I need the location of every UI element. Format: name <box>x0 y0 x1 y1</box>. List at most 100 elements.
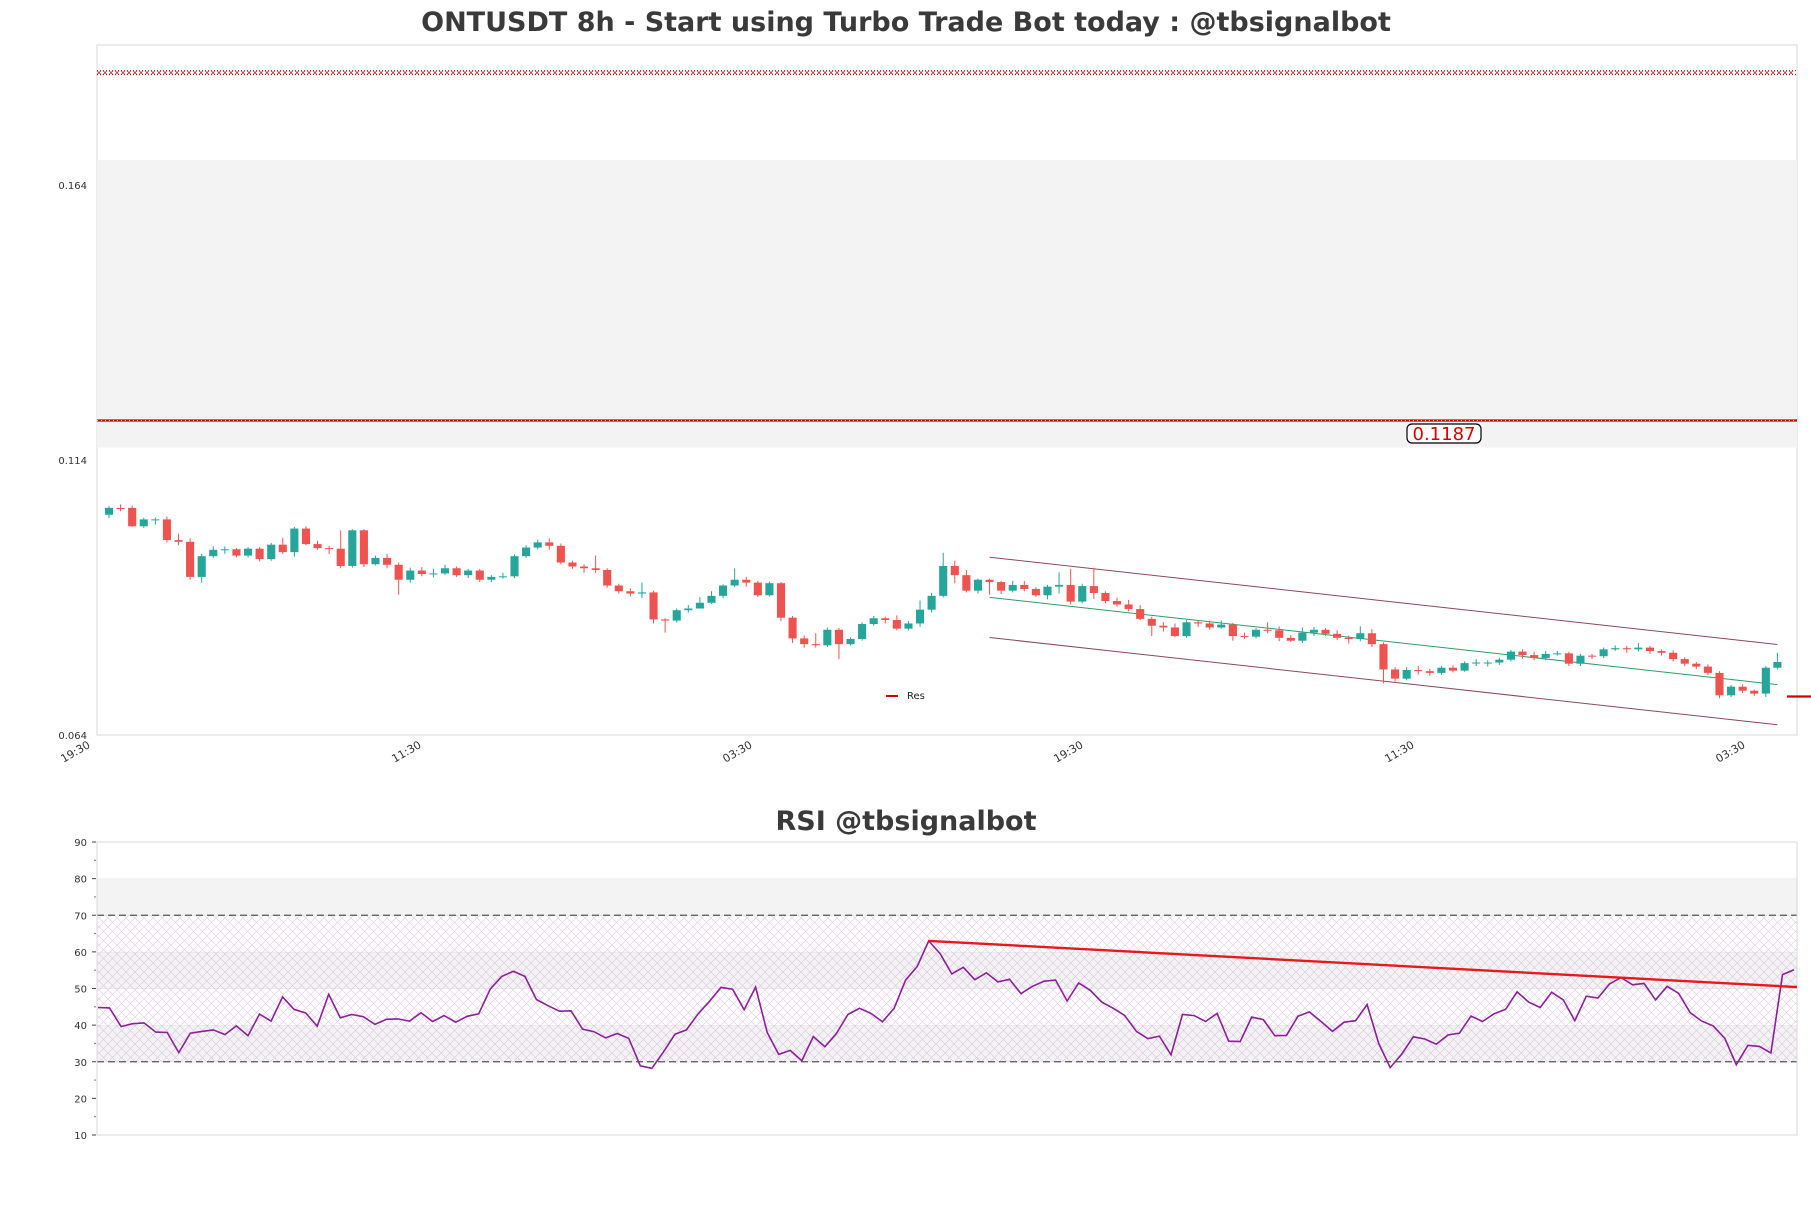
top-band-marker <box>1362 70 1368 75</box>
candle-body <box>1472 662 1481 664</box>
candle-body <box>695 602 704 609</box>
top-band-marker <box>996 70 1002 75</box>
candle-body <box>510 556 519 577</box>
candle-body <box>800 638 809 645</box>
candle-body <box>243 548 253 556</box>
top-band-marker <box>198 70 204 75</box>
candle <box>290 526 299 557</box>
top-band-marker <box>204 70 210 75</box>
candle-body <box>973 579 983 591</box>
top-band-marker <box>246 70 252 75</box>
top-band-marker <box>552 70 558 75</box>
candle-body <box>116 507 125 510</box>
top-band-marker <box>1374 70 1380 75</box>
top-band-marker <box>1164 70 1170 75</box>
candle-body <box>1391 669 1400 679</box>
top-band-marker <box>216 70 222 75</box>
top-band-marker <box>1614 70 1620 75</box>
top-band-marker <box>1704 70 1710 75</box>
top-band-marker <box>132 70 138 75</box>
candle-body <box>1495 659 1504 663</box>
candle-body <box>1460 663 1469 671</box>
rsi-y-tick: 60 <box>74 948 87 959</box>
top-band-marker <box>1530 70 1536 75</box>
top-band-marker <box>300 70 306 75</box>
candle-body <box>1205 623 1214 628</box>
top-band-marker <box>1242 70 1248 75</box>
candlesticks <box>104 504 1782 699</box>
candle-body <box>985 579 994 583</box>
candle-body <box>1750 690 1759 694</box>
candle <box>325 545 334 554</box>
top-band-marker <box>1236 70 1242 75</box>
top-band-marker <box>1230 70 1236 75</box>
candle <box>301 526 311 546</box>
top-band-marker <box>1278 70 1284 75</box>
candle-body <box>209 549 218 557</box>
candle-body <box>301 528 311 545</box>
candle-body <box>858 624 867 639</box>
rsi-band <box>97 842 1797 879</box>
candle <box>267 542 276 561</box>
top-band-marker <box>912 70 918 75</box>
top-band-marker <box>942 70 948 75</box>
candle-body <box>1622 648 1631 650</box>
candle-body <box>475 570 484 580</box>
candle <box>776 582 786 622</box>
top-band-marker <box>1068 70 1074 75</box>
top-band-marker <box>1038 70 1044 75</box>
top-band-marker <box>1008 70 1014 75</box>
top-band-marker <box>1386 70 1392 75</box>
top-band-marker <box>786 70 792 75</box>
candle-body <box>545 542 554 546</box>
candle <box>800 635 809 648</box>
candle-body <box>939 565 948 596</box>
candle-body <box>556 545 565 563</box>
candle-body <box>730 579 739 586</box>
top-band-marker <box>636 70 642 75</box>
rsi-y-tick: 10 <box>74 1131 87 1142</box>
candle <box>927 592 936 613</box>
candle-body <box>1008 584 1017 591</box>
top-band-marker <box>1200 70 1206 75</box>
candle <box>383 553 392 569</box>
top-band-marker <box>222 70 228 75</box>
candle-body <box>1321 629 1330 634</box>
top-band-marker <box>354 70 360 75</box>
top-band-marker <box>402 70 408 75</box>
candle <box>406 567 415 583</box>
top-band-marker <box>702 70 708 75</box>
top-band-marker <box>600 70 606 75</box>
candle <box>1391 667 1400 682</box>
resistance-label-text: 0.1187 <box>1413 424 1476 445</box>
candle-body <box>1344 637 1353 639</box>
top-band-marker <box>1434 70 1440 75</box>
top-band-marker <box>1152 70 1158 75</box>
top-band-marker <box>342 70 348 75</box>
top-band-marker <box>618 70 624 75</box>
candle-body <box>533 542 542 548</box>
candle <box>1483 660 1492 667</box>
price-y-tick: 0.164 <box>58 181 87 192</box>
candle-body <box>892 620 901 629</box>
top-band-marker <box>1170 70 1176 75</box>
top-band-marker <box>396 70 402 75</box>
candle <box>1136 605 1145 620</box>
top-band-marker <box>420 70 426 75</box>
top-band-marker <box>1062 70 1068 75</box>
candle <box>1124 599 1133 612</box>
top-band-marker <box>498 70 504 75</box>
top-band-marker <box>846 70 852 75</box>
top-band-marker <box>840 70 846 75</box>
candle-body <box>834 629 843 645</box>
top-band-marker <box>1338 70 1344 75</box>
top-band-marker <box>564 70 570 75</box>
candle <box>1333 630 1342 641</box>
top-band-marker <box>438 70 444 75</box>
top-band-marker <box>432 70 438 75</box>
candle <box>1356 626 1365 642</box>
top-band-marker <box>528 70 534 75</box>
top-band-marker <box>1110 70 1116 75</box>
candle <box>104 506 114 519</box>
candle-body <box>1715 672 1724 696</box>
